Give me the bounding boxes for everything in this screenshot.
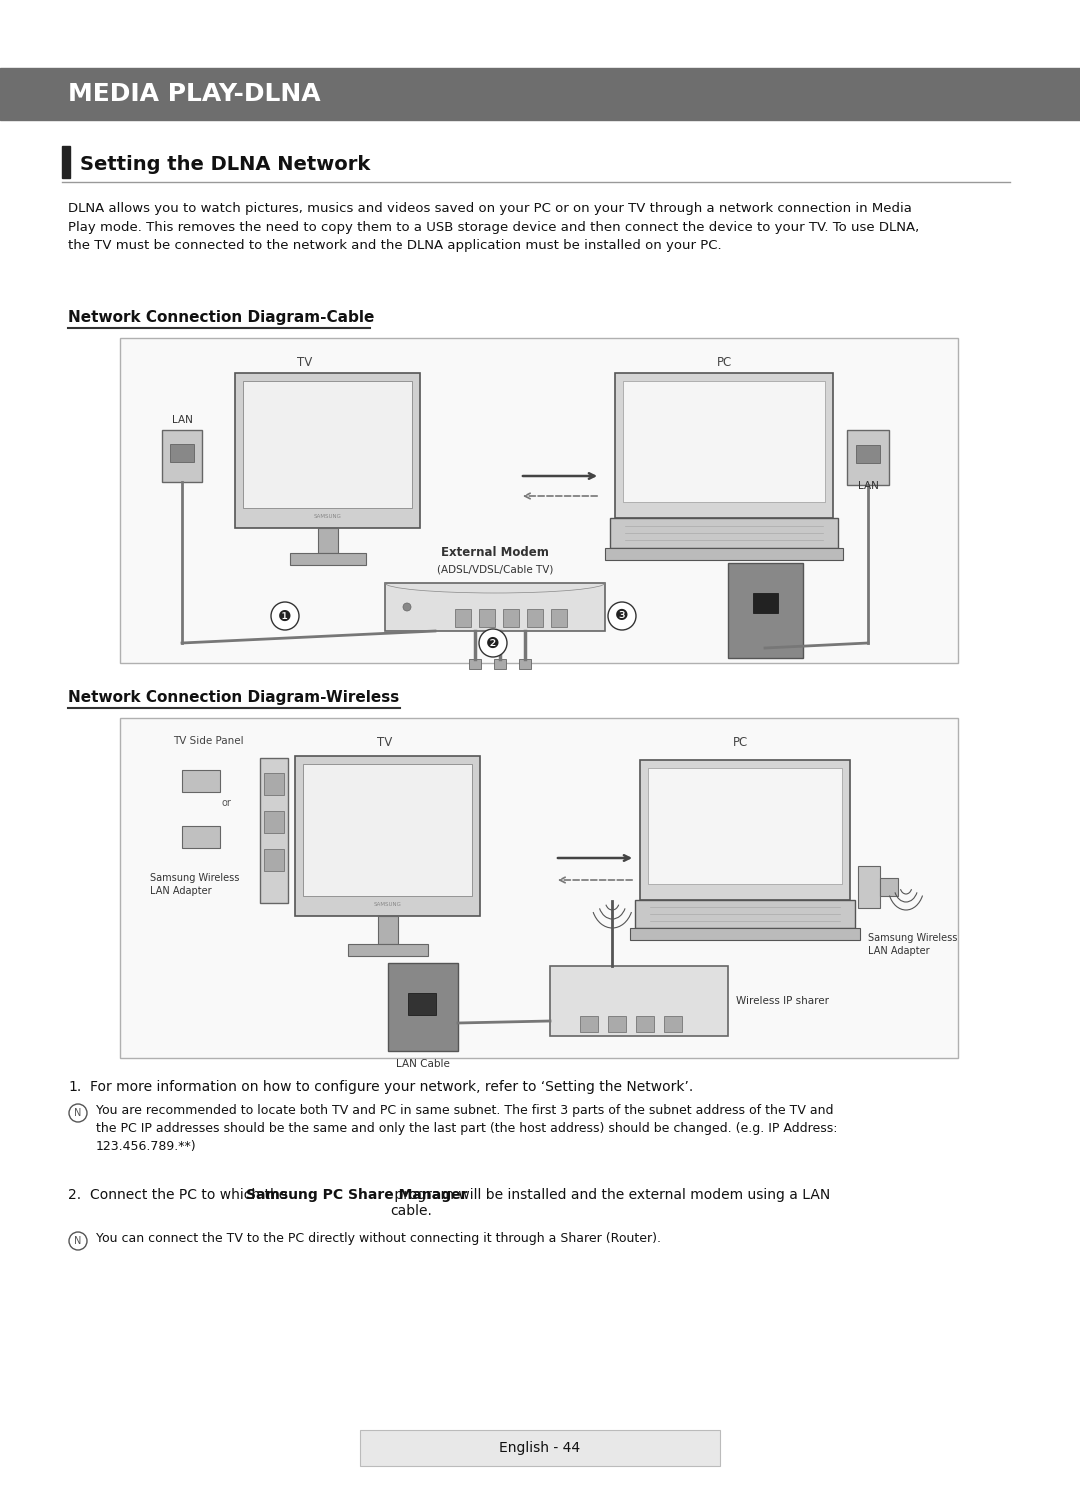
Text: Network Connection Diagram-Wireless: Network Connection Diagram-Wireless	[68, 690, 400, 705]
Bar	[295, 756, 480, 917]
Bar	[264, 850, 284, 870]
Text: Wireless IP sharer: Wireless IP sharer	[735, 995, 829, 1006]
Bar	[162, 430, 202, 482]
Circle shape	[69, 1104, 87, 1122]
Text: Connect the PC to which the: Connect the PC to which the	[90, 1187, 292, 1202]
Bar	[120, 719, 958, 1058]
Text: or: or	[221, 798, 231, 808]
Text: 1.: 1.	[68, 1080, 81, 1094]
Bar	[360, 1430, 720, 1466]
Bar	[264, 811, 284, 833]
Bar	[519, 659, 531, 670]
Bar	[408, 992, 436, 1015]
Circle shape	[480, 629, 507, 658]
Text: LAN Cable: LAN Cable	[396, 1059, 450, 1068]
Text: TV: TV	[377, 737, 393, 748]
Bar	[318, 528, 337, 554]
Text: ❷: ❷	[486, 635, 500, 650]
Bar	[494, 659, 507, 670]
Bar	[183, 826, 220, 848]
Text: PC: PC	[717, 356, 732, 369]
Text: LAN: LAN	[172, 415, 192, 426]
Bar	[636, 1016, 654, 1033]
Bar	[170, 443, 194, 461]
Text: TV Side Panel: TV Side Panel	[173, 737, 243, 745]
Bar	[480, 609, 495, 626]
Bar	[550, 966, 728, 1036]
Circle shape	[608, 603, 636, 629]
Bar	[469, 659, 481, 670]
Text: Network Connection Diagram-Cable: Network Connection Diagram-Cable	[68, 310, 375, 324]
Bar	[527, 609, 543, 626]
Text: ❸: ❸	[616, 609, 629, 623]
Text: External Modem: External Modem	[441, 546, 549, 559]
Bar	[235, 373, 420, 528]
Bar	[551, 609, 567, 626]
Text: N: N	[75, 1237, 82, 1245]
Text: TV: TV	[297, 356, 312, 369]
Text: Samsung Wireless
LAN Adapter: Samsung Wireless LAN Adapter	[150, 873, 240, 896]
Text: For more information on how to configure your network, refer to ‘Setting the Net: For more information on how to configure…	[90, 1080, 693, 1094]
Text: DLNA allows you to watch pictures, musics and videos saved on your PC or on your: DLNA allows you to watch pictures, music…	[68, 202, 919, 251]
Circle shape	[69, 1232, 87, 1250]
Text: (ADSL/VDSL/Cable TV): (ADSL/VDSL/Cable TV)	[436, 565, 553, 574]
Circle shape	[403, 603, 411, 612]
Bar	[120, 338, 958, 664]
Bar	[615, 373, 833, 518]
Bar	[664, 1016, 681, 1033]
Bar	[260, 757, 288, 903]
Text: English - 44: English - 44	[499, 1440, 581, 1455]
Bar	[753, 594, 778, 613]
Bar	[630, 929, 860, 940]
Bar	[455, 609, 471, 626]
Text: You are recommended to locate both TV and PC in same subnet. The first 3 parts o: You are recommended to locate both TV an…	[96, 1104, 837, 1153]
Text: SAMSUNG: SAMSUNG	[374, 902, 402, 906]
Bar	[0, 68, 1080, 121]
Text: ❶: ❶	[279, 609, 292, 623]
Text: MEDIA PLAY-DLNA: MEDIA PLAY-DLNA	[68, 82, 321, 106]
Bar	[388, 963, 458, 1051]
Bar	[384, 583, 605, 631]
Bar	[858, 866, 880, 908]
Text: SAMSUNG: SAMSUNG	[313, 513, 341, 518]
Bar	[62, 146, 70, 179]
Bar	[243, 381, 411, 507]
Text: PC: PC	[732, 737, 747, 748]
Bar	[303, 763, 472, 896]
Bar	[648, 768, 842, 884]
Bar	[610, 518, 838, 548]
Bar	[378, 917, 397, 943]
Bar	[856, 445, 880, 463]
Bar	[623, 381, 825, 501]
Text: You can connect the TV to the PC directly without connecting it through a Sharer: You can connect the TV to the PC directl…	[96, 1232, 661, 1245]
Bar	[580, 1016, 598, 1033]
Text: Samsung PC Share Manager: Samsung PC Share Manager	[246, 1187, 468, 1202]
Bar	[608, 1016, 626, 1033]
Bar	[728, 562, 804, 658]
Text: 2.: 2.	[68, 1187, 81, 1202]
Bar	[640, 760, 850, 900]
Bar	[183, 769, 220, 792]
Text: Samsung Wireless
LAN Adapter: Samsung Wireless LAN Adapter	[868, 933, 957, 957]
Bar	[880, 878, 897, 896]
Text: LAN: LAN	[858, 481, 879, 491]
Bar	[847, 430, 889, 485]
Bar	[605, 548, 843, 559]
Bar	[348, 943, 428, 955]
Bar	[635, 900, 855, 929]
Text: N: N	[75, 1109, 82, 1117]
Text: Setting the DLNA Network: Setting the DLNA Network	[80, 155, 370, 174]
Bar	[503, 609, 519, 626]
Text: program will be installed and the external modem using a LAN
cable.: program will be installed and the extern…	[390, 1187, 831, 1219]
Bar	[264, 772, 284, 795]
Circle shape	[271, 603, 299, 629]
Bar	[289, 554, 365, 565]
